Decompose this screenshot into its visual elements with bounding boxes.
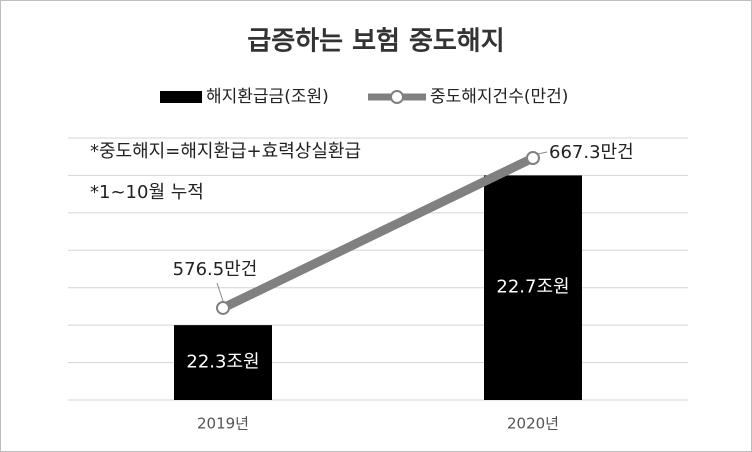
chart-title: 급증하는 보험 중도해지 [247,27,504,57]
bar-value-label: 22.7조원 [496,277,569,298]
line-value-label: 667.3만건 [549,142,634,163]
x-tick-label: 2020년 [507,415,559,433]
legend-label: 해지환급금(조원) [206,87,329,107]
bar [174,325,272,400]
line [221,153,535,313]
line-value-label: 576.5만건 [173,259,258,280]
legend-label: 중도해지건수(만건) [430,87,568,107]
annotation: *1~10월 누적 [90,182,204,203]
annotation: *중도해지=해지환급+효력상실환급 [90,141,361,162]
x-tick-label: 2019년 [197,415,249,433]
line-marker [526,150,540,165]
line-marker [216,300,230,315]
legend-swatch [160,91,202,103]
bar [484,175,582,400]
leader-line [216,282,224,302]
legend-marker [390,90,404,104]
bar-value-label: 22.3조원 [186,352,259,373]
leader-line [537,151,548,155]
